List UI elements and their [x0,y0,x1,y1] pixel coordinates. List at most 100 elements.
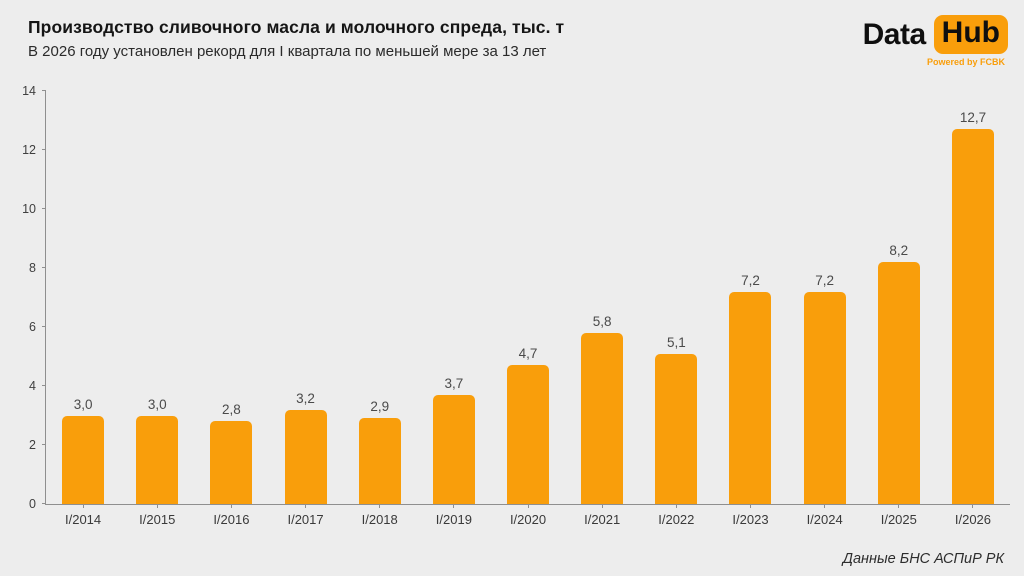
x-tick-mark [82,504,84,508]
x-tick-label: I/2020 [509,512,547,527]
x-axis-category: I/2022 [639,504,713,527]
x-tick-mark [749,504,751,508]
bar-value-label: 2,9 [370,399,390,415]
x-tick-label: I/2015 [139,512,176,527]
bar-value-label: 12,7 [959,110,987,126]
bar-column: 2,9 [343,91,417,504]
x-axis-category: I/2021 [565,504,639,527]
x-axis-category: I/2018 [343,504,417,527]
bar [507,365,550,504]
bar [803,291,846,504]
bar [62,415,105,504]
logo-tagline: Powered by FCBK [926,57,1005,67]
logo-text-data: Data [862,17,927,51]
x-tick-label: I/2021 [584,512,621,527]
bar-value-label: 3,0 [147,396,167,412]
bar-value-label: 3,7 [444,375,464,391]
y-tick-mark [42,208,46,209]
x-tick-mark [305,504,307,508]
bar-column: 3,2 [268,91,342,504]
x-tick-label: I/2014 [65,512,102,527]
chart-subtitle: В 2026 году установлен рекорд для I квар… [28,43,547,60]
bar [358,418,401,504]
bar-value-label: 2,8 [222,402,241,418]
bar-column: 8,2 [862,91,936,504]
x-tick-mark [898,504,900,508]
x-axis-category: I/2016 [194,504,268,527]
y-tick-label: 12 [22,143,36,157]
y-tick-label: 8 [29,261,36,275]
x-axis-category: I/2023 [713,504,787,527]
x-tick-mark [156,504,158,508]
bar-value-label: 7,2 [741,272,760,288]
bar-value-label: 3,0 [73,396,93,412]
x-axis-category: I/2025 [862,504,936,527]
bar-column: 2,8 [194,91,268,504]
x-tick-mark [453,504,455,508]
x-axis-labels: I/2014 I/2015 I/2016 I/2017 I/2018 I/2019 I/20… [46,504,1010,527]
x-tick-label: I/2019 [435,512,472,527]
y-tick-mark [42,267,46,268]
x-tick-mark [230,504,232,508]
bar-value-label: 3,2 [296,390,315,406]
bar-column: 3,0 [120,91,194,504]
bar-value-label: 4,7 [518,346,538,362]
bar [581,332,624,504]
y-tick-mark [42,503,46,504]
bar-column: 5,8 [565,91,639,504]
y-tick-mark [42,326,46,327]
x-axis-category: I/2026 [936,504,1010,527]
y-tick-mark [42,149,46,150]
y-tick-label: 10 [22,202,36,216]
x-tick-mark [824,504,826,508]
x-tick-mark [527,504,529,508]
x-axis-category: I/2019 [417,504,491,527]
x-tick-label: I/2018 [361,512,398,527]
x-axis-category: I/2014 [46,504,120,527]
bar-value-label: 7,2 [815,272,835,288]
bar-column: 3,0 [46,91,120,504]
source-note: Данные БНС АСПиР РК [842,551,1004,567]
bar-column: 5,1 [639,91,713,504]
bar-value-label: 5,1 [666,334,686,350]
x-tick-mark [675,504,677,508]
x-axis-category: I/2017 [268,504,342,527]
bar-column: 7,2 [713,91,787,504]
datahub-logo: Data Hub Powered by FCBK [863,15,1008,67]
bar [432,394,475,504]
x-tick-label: I/2025 [880,512,917,527]
x-axis-category: I/2020 [491,504,565,527]
chart-title: Производство сливочного масла и молочног… [28,17,565,37]
datahub-logo-wordmark: Data Hub [863,15,1008,54]
y-tick-label: 4 [29,379,36,393]
logo-text-hub: Hub [933,15,1008,54]
x-tick-mark [379,504,381,508]
x-axis-category: I/2024 [788,504,862,527]
plot-area: 3,0 3,0 2,8 3,2 2,9 3,7 4,7 5,8 5,1 7,2 7,2 8,2 12,7… [22,84,1010,527]
x-tick-label: I/2023 [732,512,769,527]
x-tick-label: I/2026 [954,512,992,527]
bar [655,353,698,504]
y-tick-label: 14 [22,84,36,98]
y-tick-mark [42,90,46,91]
x-tick-mark [972,504,974,508]
bar-value-label: 5,8 [592,313,612,329]
x-axis-category: I/2015 [120,504,194,527]
bar [210,421,253,504]
bar-column: 4,7 [491,91,565,504]
x-tick-label: I/2016 [213,512,250,527]
bars-row: 3,0 3,0 2,8 3,2 2,9 3,7 4,7 5,8 5,1 7,2 7,2 8,2 12,7 [46,91,1010,504]
bar-value-label: 8,2 [889,243,909,259]
bar [951,129,994,504]
y-tick-label: 6 [29,320,36,334]
x-tick-label: I/2017 [287,512,324,527]
y-tick-mark [42,385,46,386]
bar [136,415,179,504]
y-tick-label: 2 [29,438,36,452]
x-tick-label: I/2024 [806,512,843,527]
x-tick-label: I/2022 [658,512,695,527]
bar-column: 3,7 [417,91,491,504]
bar [729,291,772,504]
x-tick-mark [601,504,603,508]
bar-column: 12,7 [936,91,1010,504]
